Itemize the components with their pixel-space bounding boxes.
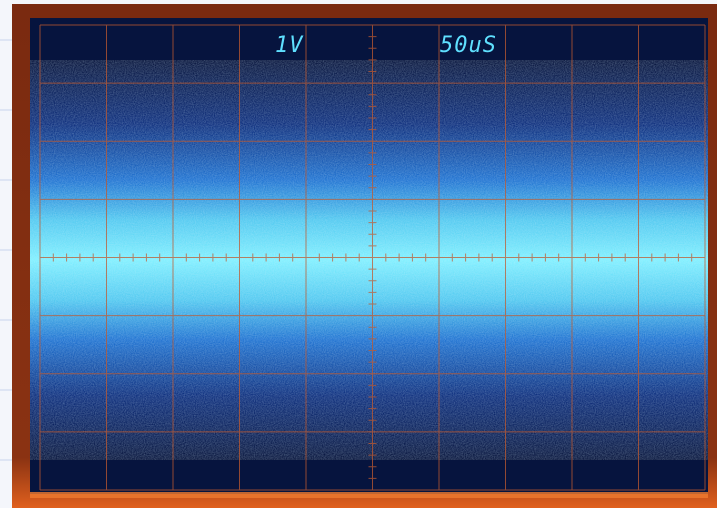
oscilloscope-photo: 1V 50uS xyxy=(0,0,717,508)
noise-grain xyxy=(30,60,708,460)
bezel-glow xyxy=(30,492,708,498)
time-readout: 50uS xyxy=(440,33,497,58)
page: {"screen": {"volts_per_div": "1V", "time… xyxy=(0,0,717,508)
paper-grid xyxy=(0,40,12,460)
volts-readout: 1V xyxy=(275,33,304,58)
